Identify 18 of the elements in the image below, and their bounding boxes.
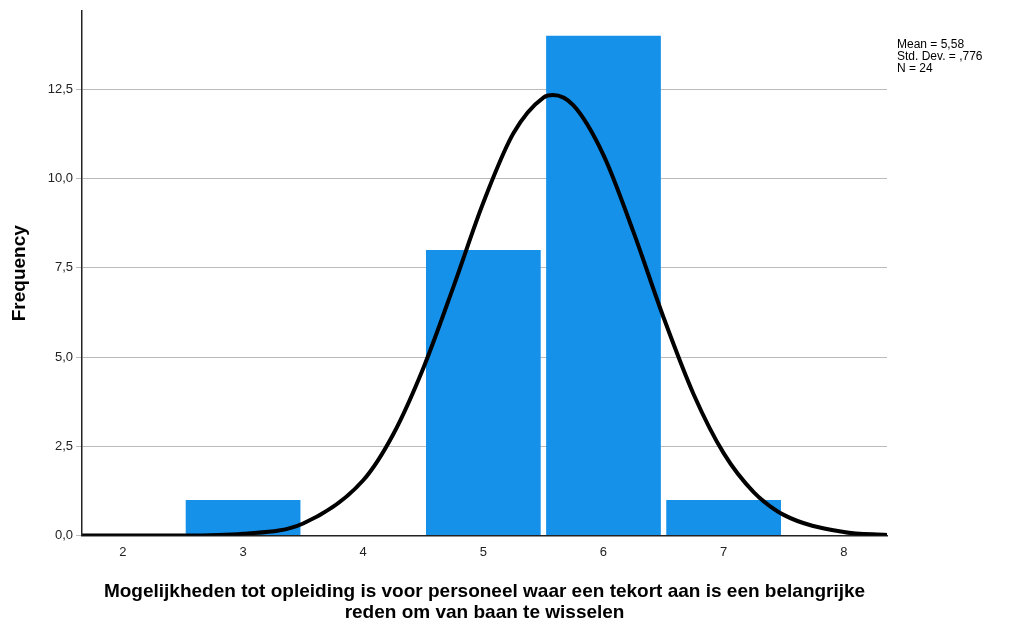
x-tick-label: 8 — [840, 543, 848, 559]
y-tick-label: 7,5 — [55, 259, 74, 275]
y-axis-title: Frequency — [7, 224, 29, 322]
y-tick-label: 12,5 — [47, 80, 74, 96]
y-tick-label: 2,5 — [55, 437, 74, 453]
x-tick-label: 6 — [599, 543, 608, 559]
y-tick-label: 5,0 — [55, 348, 74, 364]
x-tick-label: 7 — [720, 543, 728, 559]
x-tick-label: 4 — [359, 543, 367, 559]
x-tick-label: 3 — [239, 543, 247, 559]
text: Std. Dev. = ,776 — [897, 49, 983, 64]
x-tick-label: 5 — [479, 543, 487, 559]
x-axis-title: Mogelijkheden tot opleiding is voor personeel waar een tekort aan is een belangrijke reden om van baan te wisselen — [103, 579, 866, 622]
y-tick-label: 10,0 — [47, 170, 74, 186]
y-tick-label: 0,0 — [55, 527, 74, 543]
x-tick-label: 2 — [119, 543, 127, 559]
text: Mean = 5,58 — [897, 37, 965, 52]
text: N = 24 — [897, 61, 934, 76]
